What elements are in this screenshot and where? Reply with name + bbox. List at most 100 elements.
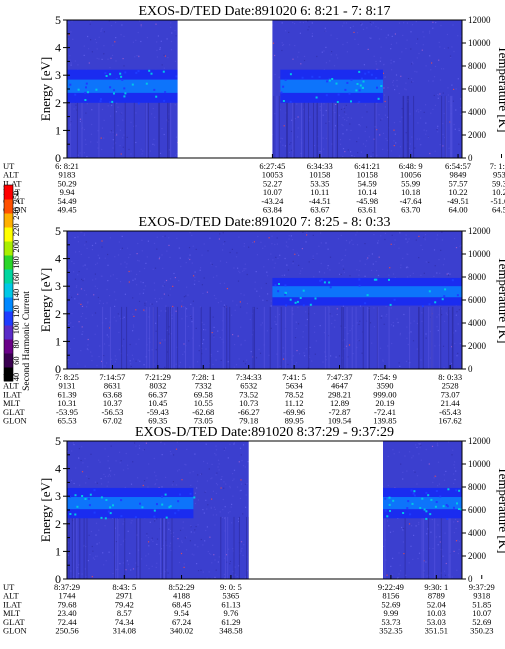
ephemeris-value: -53.95: [56, 407, 78, 417]
y2-tick-label: 12000: [468, 15, 491, 25]
spectrogram: [67, 231, 462, 369]
ephemeris-value: -43.24: [261, 196, 284, 206]
ephemeris-row-label: GLAT: [3, 407, 26, 417]
y-tick-label: 5: [55, 13, 61, 27]
ephemeris-value: 54.59: [358, 178, 377, 188]
colorbar-tick-label: 80: [11, 340, 21, 349]
chart-title: EXOS-D/TED Date:891020 8:37:29 - 9:37:29: [135, 425, 394, 440]
ephemeris-value: 8:43: 5: [112, 582, 136, 592]
ephemeris-row-label: ILAT: [3, 599, 22, 609]
y-tick-label: 2: [55, 96, 61, 110]
ephemeris-value: 78.52: [285, 389, 304, 399]
ephemeris-value: 10.18: [401, 187, 420, 197]
colorbar-swatch: [4, 199, 13, 214]
y2-tick-label: 6000: [468, 505, 487, 515]
y-tick-label: 0: [55, 151, 61, 165]
ephemeris-value: 9.54: [174, 608, 190, 618]
y-tick-label: 5: [55, 224, 61, 238]
ephemeris-value: 64.00: [448, 205, 467, 215]
ephemeris-value: 50.29: [57, 178, 76, 188]
ephemeris-value: -44.51: [309, 196, 331, 206]
y2-axis-label: Temperature [K]: [496, 257, 505, 344]
y-tick-label: 3: [55, 279, 61, 293]
y2-tick-label: 4000: [468, 528, 487, 538]
ephemeris-value: 79.42: [115, 599, 134, 609]
chart-title: EXOS-D/TED Date:891020 7: 8:25 - 8: 0:33: [139, 215, 391, 230]
ephemeris-value: 61.13: [221, 599, 240, 609]
ephemeris-value: 69.58: [194, 389, 213, 399]
ephemeris-value: 9183: [59, 170, 76, 180]
colorbar-swatch: [4, 353, 13, 368]
chart-title: EXOS-D/TED Date:891020 6: 8:21 - 7: 8:17: [139, 4, 391, 19]
ephemeris-value: 68.45: [172, 599, 191, 609]
ephemeris-table: UTALTILATMLTGLATGLON6: 8:21918350.299.94…: [3, 154, 505, 215]
ephemeris-value: 63.70: [401, 205, 420, 215]
colorbar-swatch: [4, 227, 13, 242]
ephemeris-row-label: ILAT: [3, 178, 22, 188]
ephemeris-value: 10056: [400, 170, 421, 180]
colorbar-swatch: [4, 283, 13, 298]
ephemeris-value: 9:30: 1: [424, 582, 448, 592]
ephemeris-value: 10158: [309, 170, 330, 180]
ephemeris-value: -59.43: [147, 407, 169, 417]
y-tick-label: 3: [55, 489, 61, 503]
ephemeris-table: UTALTILATMLTGLATGLON7: 8:25913161.3910.3…: [3, 365, 462, 426]
ephemeris-value: 9538: [493, 170, 505, 180]
ephemeris-value: 67.02: [103, 416, 122, 426]
y2-tick-label: 10000: [468, 38, 491, 48]
ephemeris-value: 250.56: [55, 626, 78, 636]
ephemeris-value: 7:14:57: [99, 372, 125, 382]
ephemeris-value: -69.96: [283, 407, 305, 417]
ephemeris-value: 167.62: [438, 416, 461, 426]
ephemeris-value: 63.61: [358, 205, 377, 215]
ephemeris-value: 10.37: [103, 398, 122, 408]
ephemeris-value: 59.37: [492, 178, 505, 188]
ephemeris-value: 10.73: [239, 398, 258, 408]
ephemeris-value: 10.45: [148, 398, 167, 408]
colorbar-tick-label: 160: [11, 272, 21, 285]
ephemeris-value: 52.04: [427, 599, 447, 609]
ephemeris-value: 109.54: [328, 416, 352, 426]
ephemeris-value: 8789: [428, 591, 445, 601]
colorbar-label: Second Harmonic Current: [22, 291, 32, 391]
ephemeris-value: 53.35: [310, 178, 329, 188]
chart-panel-3: EXOS-D/TED Date:891020 8:37:29 - 9:37:29…: [3, 425, 505, 636]
y2-tick-label: 8000: [468, 482, 487, 492]
ephemeris-value: 73.05: [194, 416, 213, 426]
ephemeris-value: 3590: [376, 381, 393, 391]
ephemeris-value: 4188: [173, 591, 190, 601]
ephemeris-value: -47.64: [400, 196, 423, 206]
y-tick-label: 1: [55, 123, 61, 137]
emission-band: [67, 69, 178, 105]
emission-band: [272, 277, 462, 308]
ephemeris-value: 9318: [473, 591, 490, 601]
ephemeris-value: 6532: [240, 381, 257, 391]
ephemeris-value: -45.98: [356, 196, 378, 206]
colorbar-tick-label: 240: [11, 207, 21, 220]
ephemeris-value: 5634: [286, 381, 304, 391]
colorbar-tick-label: 250: [11, 191, 21, 204]
y2-tick-label: 2000: [468, 551, 487, 561]
ephemeris-value: -72.41: [374, 407, 396, 417]
ephemeris-value: 10.14: [358, 187, 378, 197]
colorbar-swatch: [4, 241, 13, 256]
ephemeris-row-label: ALT: [3, 170, 20, 180]
ephemeris-value: 66.37: [148, 389, 167, 399]
ephemeris-row-label: GLAT: [3, 196, 26, 206]
ephemeris-row-label: ILAT: [3, 389, 22, 399]
chart-panel-1: EXOS-D/TED Date:891020 6: 8:21 - 7: 8:17…: [3, 4, 505, 215]
ephemeris-value: 7:28: 1: [191, 372, 215, 382]
y-tick-label: 3: [55, 68, 61, 82]
ephemeris-value: 73.52: [239, 389, 258, 399]
ephemeris-value: 69.35: [148, 416, 167, 426]
chart-panel-2: EXOS-D/TED Date:891020 7: 8:25 - 8: 0:33…: [3, 215, 505, 426]
ephemeris-value: 7:34:33: [236, 372, 262, 382]
ephemeris-value: 9:22:49: [378, 582, 404, 592]
ephemeris-value: -62.68: [192, 407, 214, 417]
emission-band: [383, 487, 462, 520]
ephemeris-value: 52.69: [472, 617, 491, 627]
ephemeris-value: 7: 8:25: [55, 372, 79, 382]
y2-tick-label: 4000: [468, 107, 487, 117]
ephemeris-value: 7:21:29: [145, 372, 171, 382]
